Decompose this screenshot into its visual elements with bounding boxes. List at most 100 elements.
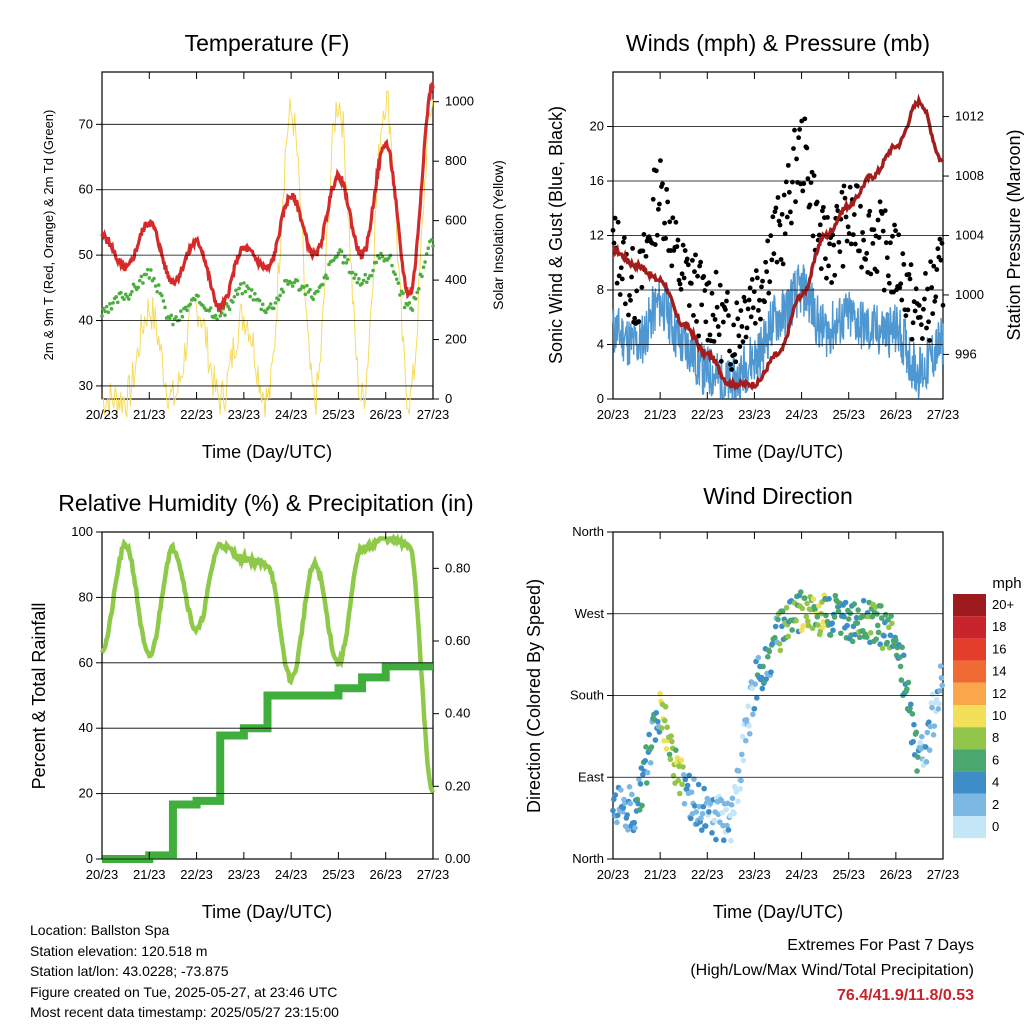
dewpoint-point (149, 268, 153, 272)
winds-y2tick-label: 1000 (955, 287, 984, 302)
gust-point (731, 322, 737, 328)
winds-xtick-label: 27/23 (927, 407, 960, 422)
gust-point (847, 184, 853, 190)
legend-label: 8 (992, 730, 999, 745)
dewpoint-point (429, 238, 434, 242)
legend-label: 14 (992, 664, 1006, 679)
direction-point (809, 625, 816, 632)
humidity-panel: Relative Humidity (%) & Precipitation (i… (29, 490, 474, 922)
direction-point (637, 781, 644, 787)
dewpoint-point (398, 293, 402, 297)
dewpoint-point (402, 305, 407, 310)
humidity-y2tick-label: 0.80 (445, 560, 470, 575)
temperature-y2tick-label: 1000 (445, 94, 474, 109)
legend-swatch (953, 749, 986, 772)
dewpoint-point (371, 268, 375, 273)
gust-point (927, 337, 932, 343)
direction-xtick-label: 20/23 (597, 867, 630, 882)
dewpoint-point (396, 281, 401, 285)
direction-point (763, 676, 770, 682)
direction-point (863, 634, 870, 640)
gust-point (706, 280, 712, 286)
gust-point (867, 208, 873, 214)
gust-point (923, 270, 928, 276)
solar-insolation-line (101, 90, 434, 418)
gust-point (744, 325, 750, 331)
gust-point (916, 303, 922, 308)
direction-point (838, 630, 844, 637)
gust-point (776, 218, 782, 224)
direction-point (853, 614, 860, 621)
gust-point (801, 181, 807, 187)
direction-point (842, 599, 849, 606)
direction-point (766, 648, 773, 655)
gust-point (930, 311, 936, 317)
gust-point (702, 288, 708, 293)
gust-point (908, 262, 914, 268)
gust-point (785, 162, 791, 168)
temperature-xtick-label: 23/23 (228, 407, 261, 422)
gust-point (852, 241, 858, 247)
gust-point (896, 232, 902, 238)
dewpoint-point (248, 294, 252, 299)
gust-point (840, 263, 846, 269)
direction-point (731, 810, 737, 817)
dewpoint-point (393, 272, 397, 277)
direction-point (783, 604, 790, 611)
dewpoint-point (183, 305, 188, 310)
legend-swatch (953, 616, 986, 639)
gust-point (636, 319, 642, 324)
legend-label: 16 (992, 641, 1006, 656)
direction-point (676, 790, 683, 797)
gust-point (757, 297, 762, 303)
temperature-xtick-label: 26/23 (369, 407, 402, 422)
direction-point (652, 737, 659, 743)
gust-point (868, 271, 874, 277)
gust-point (842, 195, 848, 201)
dewpoint-point (180, 314, 185, 319)
humidity-ytick-label: 40 (79, 720, 93, 735)
gust-point (681, 275, 687, 281)
gust-point (664, 186, 670, 192)
direction-point (884, 639, 891, 646)
winds-xtick-label: 25/23 (832, 407, 865, 422)
temperature-ytick-label: 40 (79, 313, 93, 328)
direction-point (888, 613, 894, 619)
info-location: Location: Ballston Spa (30, 922, 170, 938)
direction-point (610, 807, 616, 814)
gust-point (907, 276, 913, 282)
direction-point (735, 798, 741, 804)
gust-point (858, 203, 863, 209)
direction-point (777, 647, 784, 654)
humidity-ytick-label: 0 (86, 851, 93, 866)
gust-point (717, 282, 723, 288)
legend-title: mph (992, 575, 1021, 592)
direction-point (909, 711, 916, 717)
direction-ytick-label: East (578, 769, 604, 784)
gust-point (715, 324, 721, 329)
gust-point (772, 209, 778, 215)
gust-point (789, 220, 794, 226)
gust-point (743, 334, 749, 340)
temperature-xtick-label: 25/23 (322, 407, 355, 422)
dewpoint-point (130, 289, 134, 294)
info-created: Figure created on Tue, 2025-05-27, at 23… (30, 983, 338, 1000)
gust-point (824, 275, 829, 281)
gust-point (932, 298, 938, 304)
gust-point (802, 116, 808, 122)
gust-point (657, 201, 662, 207)
direction-point (750, 711, 756, 718)
gust-point (831, 242, 837, 248)
gust-point (691, 313, 696, 318)
dewpoint-point (215, 317, 219, 321)
direction-point (937, 663, 944, 669)
direction-point (644, 769, 651, 776)
direction-point (785, 633, 792, 640)
gust-point (937, 236, 943, 242)
dewpoint-point (188, 302, 193, 307)
dewpoint-point (390, 263, 394, 268)
extremes-subheading: (High/Low/Max Wind/Total Precipitation) (690, 962, 974, 979)
gust-point (728, 362, 733, 367)
relative-humidity-line (100, 533, 436, 794)
legend-swatch (953, 660, 986, 683)
